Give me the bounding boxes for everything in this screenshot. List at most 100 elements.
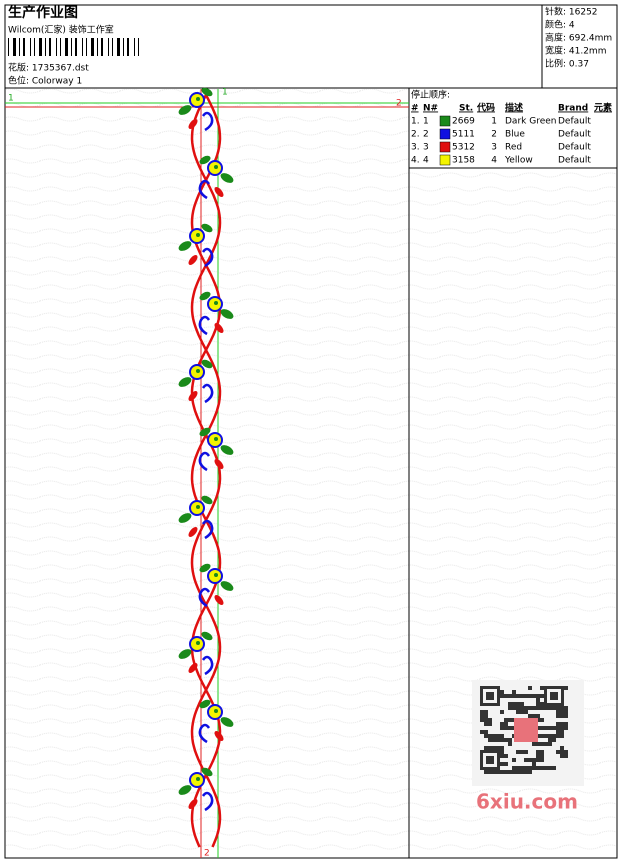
bar bbox=[71, 38, 72, 56]
qr-cell bbox=[516, 710, 520, 714]
qr-cell bbox=[520, 750, 524, 754]
qr-cell bbox=[540, 726, 544, 730]
column-header: Brand bbox=[558, 104, 588, 114]
qr-cell bbox=[532, 714, 536, 718]
qr-cell bbox=[556, 722, 560, 726]
embroidery bbox=[178, 87, 234, 848]
curl bbox=[198, 723, 211, 744]
qr-cell bbox=[484, 734, 488, 738]
qr-finder bbox=[486, 692, 494, 700]
bar bbox=[91, 38, 94, 56]
qr-cell bbox=[512, 690, 516, 694]
qr-cell bbox=[556, 726, 560, 730]
curl bbox=[201, 655, 214, 676]
qr-cell bbox=[496, 746, 500, 750]
qr-cell bbox=[536, 742, 540, 746]
qr-cell bbox=[532, 758, 536, 762]
qr-cell bbox=[484, 722, 488, 726]
qr-cell bbox=[536, 766, 540, 770]
qr-cell bbox=[504, 762, 508, 766]
qr-cell bbox=[520, 766, 524, 770]
bar bbox=[82, 38, 83, 56]
row-brand: Default bbox=[558, 117, 591, 127]
qr-cell bbox=[508, 702, 512, 706]
qr-cell bbox=[536, 702, 540, 706]
qr-cell bbox=[524, 706, 528, 710]
qr-cell bbox=[508, 742, 512, 746]
qr-cell bbox=[492, 770, 496, 774]
qr-cell bbox=[540, 686, 544, 690]
qr-cell bbox=[556, 714, 560, 718]
leaf bbox=[214, 323, 224, 333]
qr-cell bbox=[524, 694, 528, 698]
curl bbox=[201, 519, 214, 540]
qr-cell bbox=[564, 706, 568, 710]
qr-cell bbox=[500, 754, 504, 758]
qr-cell bbox=[516, 750, 520, 754]
qr-cell bbox=[528, 758, 532, 762]
row-n: 1 bbox=[423, 117, 429, 127]
curl bbox=[198, 451, 211, 472]
color-swatch bbox=[439, 141, 451, 153]
qr-cell bbox=[544, 766, 548, 770]
qr-cell bbox=[544, 726, 548, 730]
stem bbox=[190, 94, 222, 848]
qr-cell bbox=[480, 714, 484, 718]
bar bbox=[39, 38, 42, 56]
qr-cell bbox=[548, 738, 552, 742]
row-description: Dark Green bbox=[505, 117, 556, 127]
row-code: 1 bbox=[491, 117, 497, 127]
design-file: 花版: 1735367.dst bbox=[8, 62, 89, 74]
qr-cell bbox=[520, 710, 524, 714]
leaf bbox=[214, 187, 224, 197]
marker: 2 bbox=[396, 99, 402, 109]
qr-cell bbox=[556, 730, 560, 734]
qr-cell bbox=[500, 726, 504, 730]
barcode bbox=[8, 38, 139, 56]
qr-cell bbox=[512, 758, 516, 762]
qr-cell bbox=[540, 718, 544, 722]
qr-cell bbox=[540, 694, 544, 698]
leaf bbox=[188, 527, 198, 537]
qr-cell bbox=[504, 726, 508, 730]
flower-center bbox=[214, 709, 218, 713]
qr-cell bbox=[560, 750, 564, 754]
qr-cell bbox=[560, 754, 564, 758]
qr-cell bbox=[508, 726, 512, 730]
info-line: 比例: 0.37 bbox=[545, 58, 589, 70]
qr-cell bbox=[500, 770, 504, 774]
qr-cell bbox=[500, 738, 504, 742]
row-n: 2 bbox=[423, 130, 429, 140]
qr-cell bbox=[528, 770, 532, 774]
qr-cell bbox=[492, 738, 496, 742]
leaf bbox=[199, 699, 211, 709]
qr-cell bbox=[500, 690, 504, 694]
flower-center bbox=[214, 301, 218, 305]
row-n: 4 bbox=[423, 156, 429, 166]
qr-cell bbox=[488, 746, 492, 750]
row-brand: Default bbox=[558, 143, 591, 153]
qr-cell bbox=[528, 694, 532, 698]
qr-cell bbox=[516, 702, 520, 706]
qr-cell bbox=[484, 770, 488, 774]
qr-cell bbox=[532, 706, 536, 710]
curl bbox=[198, 179, 211, 200]
bar bbox=[134, 38, 135, 56]
qr-cell bbox=[520, 706, 524, 710]
qr-finder bbox=[550, 692, 558, 700]
qr-cell bbox=[524, 710, 528, 714]
qr-cell bbox=[564, 750, 568, 754]
flower-center bbox=[214, 165, 218, 169]
leaf bbox=[178, 105, 192, 115]
qr-cell bbox=[564, 714, 568, 718]
flower-center bbox=[214, 573, 218, 577]
qr-cell bbox=[540, 734, 544, 738]
qr-cell bbox=[552, 706, 556, 710]
qr-cell bbox=[504, 770, 508, 774]
bar bbox=[112, 38, 113, 56]
qr-cell bbox=[548, 706, 552, 710]
qr-cell bbox=[564, 686, 568, 690]
qr-cell bbox=[504, 694, 508, 698]
bar bbox=[8, 38, 9, 56]
leaf bbox=[214, 459, 224, 469]
